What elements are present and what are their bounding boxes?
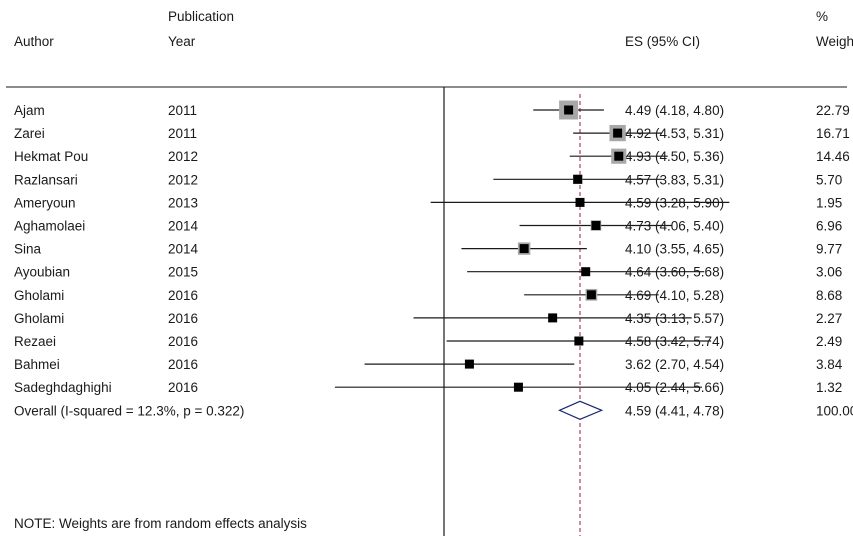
- header-weight: Weight: [816, 34, 853, 49]
- point-estimate: [591, 221, 601, 230]
- study-es-ci: 3.62 (2.70, 4.54): [625, 357, 724, 372]
- study-author: Gholami: [14, 311, 64, 326]
- point-estimate: [519, 244, 529, 254]
- study-author: Sadeghdaghighi: [14, 380, 112, 395]
- study-row: Aghamolaei 2014 4.73 (4.06, 5.40) 6.96: [14, 219, 842, 234]
- point-estimate: [575, 197, 585, 207]
- study-weight: 6.96: [816, 219, 842, 234]
- study-author: Hekmat Pou: [14, 149, 88, 164]
- study-year: 2012: [168, 172, 198, 187]
- study-author: Sina: [14, 242, 42, 257]
- point-estimate: [614, 151, 624, 161]
- study-row: Ajam 2011 4.49 (4.18, 4.80) 22.79: [14, 100, 850, 120]
- study-es-ci: 4.93 (4.50, 5.36): [625, 149, 724, 164]
- study-weight: 3.84: [816, 357, 843, 372]
- study-weight: 2.27: [816, 311, 842, 326]
- point-estimate: [464, 359, 474, 369]
- study-year: 2012: [168, 149, 198, 164]
- study-row: Razlansari 2012 4.57 (3.83, 5.31) 5.70: [14, 172, 842, 187]
- study-weight: 3.06: [816, 265, 842, 280]
- study-weight: 8.68: [816, 288, 842, 303]
- study-es-ci: 4.69 (4.10, 5.28): [625, 288, 724, 303]
- overall-row: Overall (I-squared = 12.3%, p = 0.322) 4.…: [14, 400, 853, 420]
- study-year: 2014: [168, 242, 199, 257]
- study-weight: 1.32: [816, 380, 842, 395]
- study-year: 2016: [168, 288, 198, 303]
- study-year: 2016: [168, 311, 198, 326]
- study-es-ci: 4.92 (4.53, 5.31): [625, 126, 724, 141]
- overall-diamond: [557, 400, 604, 420]
- study-year: 2015: [168, 265, 198, 280]
- study-rows: Ajam 2011 4.49 (4.18, 4.80) 22.79 Zarei 2011 4…: [14, 100, 850, 395]
- point-estimate: [513, 382, 523, 392]
- study-weight: 14.46: [816, 149, 850, 164]
- study-year: 2013: [168, 195, 198, 210]
- study-weight: 1.95: [816, 195, 842, 210]
- point-estimate: [613, 128, 623, 138]
- study-author: Zarei: [14, 126, 45, 141]
- point-estimate: [548, 313, 558, 323]
- point-estimate: [574, 336, 584, 346]
- study-year: 2016: [168, 380, 198, 395]
- study-es-ci: 4.57 (3.83, 5.31): [625, 172, 724, 187]
- study-es-ci: 4.49 (4.18, 4.80): [625, 103, 724, 118]
- study-weight: 5.70: [816, 172, 842, 187]
- study-weight: 16.71: [816, 126, 850, 141]
- overall-label: Overall (I-squared = 12.3%, p = 0.322): [14, 403, 244, 418]
- study-row: Sina 2014 4.10 (3.55, 4.65) 9.77: [14, 242, 842, 257]
- study-year: 2011: [168, 103, 197, 118]
- header-es-ci: ES (95% CI): [625, 34, 700, 49]
- study-row: Ameryoun 2013 4.59 (3.28, 5.90) 1.95: [14, 195, 842, 210]
- study-author: Ayoubian: [14, 265, 70, 280]
- study-author: Gholami: [14, 288, 64, 303]
- study-row: Gholami 2016 4.69 (4.10, 5.28) 8.68: [14, 288, 842, 303]
- study-es-ci: 4.73 (4.06, 5.40): [625, 219, 724, 234]
- study-row: Rezaei 2016 4.58 (3.42, 5.74) 2.49: [14, 334, 842, 349]
- study-row: Ayoubian 2015 4.64 (3.60, 5.68) 3.06: [14, 265, 842, 280]
- study-author: Aghamolaei: [14, 219, 85, 234]
- point-estimate: [564, 105, 574, 115]
- point-estimate: [586, 290, 596, 300]
- study-author: Rezaei: [14, 334, 56, 349]
- study-weight: 9.77: [816, 242, 842, 257]
- study-author: Ameryoun: [14, 195, 76, 210]
- header-author: Author: [14, 34, 54, 49]
- study-row: Hekmat Pou 2012 4.93 (4.50, 5.36) 14.46: [14, 148, 850, 164]
- point-estimate: [581, 267, 591, 277]
- header-publication: Publication: [168, 9, 234, 24]
- study-year: 2016: [168, 357, 198, 372]
- study-row: Zarei 2011 4.92 (4.53, 5.31) 16.71: [14, 124, 850, 142]
- overall-weight: 100.00: [816, 403, 853, 418]
- study-es-ci: 4.10 (3.55, 4.65): [625, 242, 724, 257]
- study-weight: 22.79: [816, 103, 850, 118]
- study-year: 2014: [168, 219, 199, 234]
- study-row: Gholami 2016 4.35 (3.13, 5.57) 2.27: [14, 311, 842, 326]
- overall-es-ci: 4.59 (4.41, 4.78): [625, 403, 724, 418]
- study-year: 2016: [168, 334, 198, 349]
- study-weight: 2.49: [816, 334, 842, 349]
- study-author: Bahmei: [14, 357, 60, 372]
- study-year: 2011: [168, 126, 197, 141]
- study-author: Ajam: [14, 103, 45, 118]
- study-row: Bahmei 2016 3.62 (2.70, 4.54) 3.84: [14, 357, 843, 372]
- study-author: Razlansari: [14, 172, 78, 187]
- weights-note: NOTE: Weights are from random effects an…: [14, 516, 307, 531]
- header-year: Year: [168, 34, 196, 49]
- study-row: Sadeghdaghighi 2016 4.05 (2.44, 5.66) 1.32: [14, 380, 842, 395]
- point-estimate: [573, 174, 583, 184]
- header-percent: %: [816, 9, 828, 24]
